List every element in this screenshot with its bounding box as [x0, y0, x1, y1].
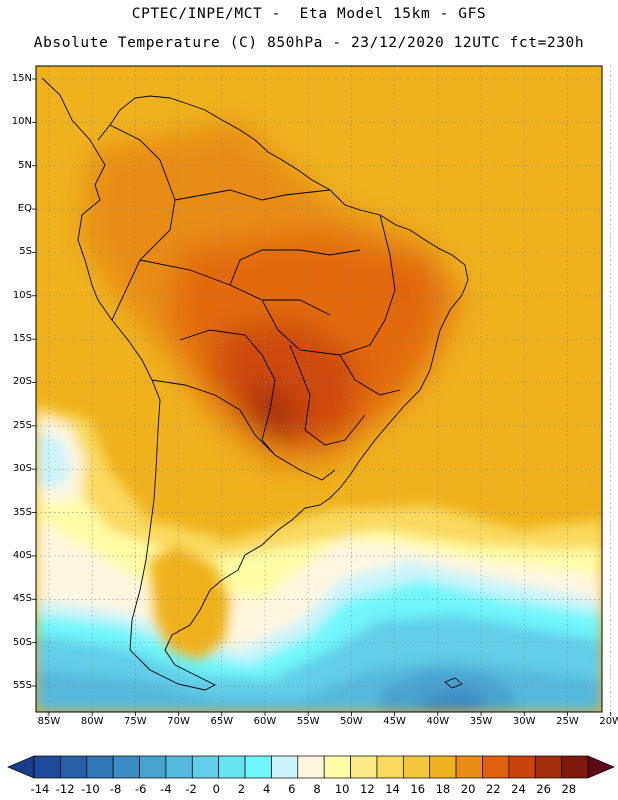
colorbar-label: -14	[30, 782, 50, 796]
colorbar-label: 4	[262, 782, 271, 796]
latitude-label: 20S	[12, 376, 32, 388]
longitude-label: 40W	[426, 716, 450, 727]
colorbar-label: 18	[435, 782, 451, 796]
colorbar-swatch	[112, 755, 140, 779]
longitude-label: 30W	[512, 716, 536, 727]
colorbar-label: 16	[410, 782, 426, 796]
colorbar-swatch	[60, 755, 88, 779]
latitude-label: 10S	[12, 289, 32, 301]
longitude-label: 35W	[469, 716, 493, 727]
latitude-label: 25S	[12, 419, 32, 431]
latitude-label: 15N	[11, 73, 32, 84]
title-line-2: Absolute Temperature (C) 850hPa - 23/12/…	[33, 35, 585, 51]
colorbar-swatch	[350, 755, 378, 779]
colorbar-swatch	[429, 755, 457, 779]
colorbar-label: 12	[360, 782, 375, 796]
latitude-label: 35S	[12, 506, 32, 518]
colorbar-label: 22	[485, 782, 501, 796]
latitude-label: 50S	[12, 636, 32, 648]
colorbar-label: 24	[511, 782, 526, 796]
falkland-islands	[444, 677, 463, 689]
colorbar-swatch	[482, 755, 510, 779]
colorbar-label: -2	[185, 782, 197, 796]
colorbar-swatch	[33, 755, 61, 779]
colorbar-label: 28	[561, 782, 577, 796]
title-line-1: CPTEC/INPE/MCT - Eta Model 15km - GFS	[131, 6, 487, 22]
colorbar-label: 14	[385, 782, 400, 796]
colorbar-swatch	[323, 755, 351, 779]
latitude-label: 5N	[18, 159, 32, 171]
colorbar-arrow-high	[587, 755, 615, 779]
longitude-label: 85W	[37, 716, 61, 727]
latitude-label: 10N	[11, 116, 32, 128]
latitude-label: 15S	[12, 333, 32, 345]
colorbar	[7, 755, 615, 779]
graticule	[32, 66, 612, 716]
latitude-label: 30S	[12, 463, 32, 475]
colorbar-label: 0	[212, 782, 220, 796]
longitude-label: 60W	[253, 716, 277, 727]
colorbar-label: 26	[536, 782, 551, 796]
colorbar-label: 6	[288, 782, 296, 796]
colorbar-swatch	[86, 755, 114, 779]
colorbar-label: -6	[134, 782, 147, 796]
map-frame	[35, 65, 603, 713]
colorbar-label: -8	[109, 782, 122, 796]
colorbar-swatch	[165, 755, 193, 779]
temperature-field	[36, 66, 602, 712]
colorbar-swatch	[271, 755, 299, 779]
colorbar-swatch	[376, 755, 404, 779]
colorbar-swatch	[455, 755, 483, 779]
colorbar-label: -10	[80, 782, 100, 796]
colorbar-label: 8	[313, 782, 321, 796]
colorbar-swatch	[534, 755, 562, 779]
longitude-label: 80W	[80, 716, 104, 727]
colorbar-label: -4	[160, 782, 172, 796]
longitude-label: 75W	[124, 716, 147, 727]
longitude-label: 70W	[167, 716, 190, 727]
colorbar-label: 20	[460, 782, 476, 796]
latitude-label: 40S	[12, 549, 32, 561]
colorbar-swatch	[139, 755, 167, 779]
coastline-outline	[41, 77, 469, 691]
colorbar-swatch	[244, 755, 272, 779]
longitude-label: 20W	[599, 716, 618, 727]
longitude-label: 65W	[210, 716, 234, 727]
latitude-label: 55S	[12, 679, 32, 691]
longitude-label: 55W	[296, 716, 320, 727]
colorbar-swatch	[402, 755, 431, 779]
colorbar-swatch	[191, 755, 220, 779]
longitude-label: 45W	[383, 716, 406, 727]
colorbar-label: -12	[55, 782, 75, 796]
longitude-label: 50W	[340, 716, 363, 727]
latitude-label: 5S	[19, 246, 32, 258]
colorbar-swatch	[297, 755, 325, 779]
colorbar-swatch	[508, 755, 536, 779]
colorbar-label: 2	[237, 782, 246, 796]
longitude-label: 25W	[556, 716, 579, 727]
latitude-label: EQ	[17, 203, 32, 215]
colorbar-swatch	[561, 755, 589, 779]
colorbar-swatch	[218, 755, 246, 779]
colorbar-arrow-low	[7, 755, 35, 779]
latitude-label: 45S	[12, 593, 32, 605]
colorbar-label: 10	[334, 782, 350, 796]
